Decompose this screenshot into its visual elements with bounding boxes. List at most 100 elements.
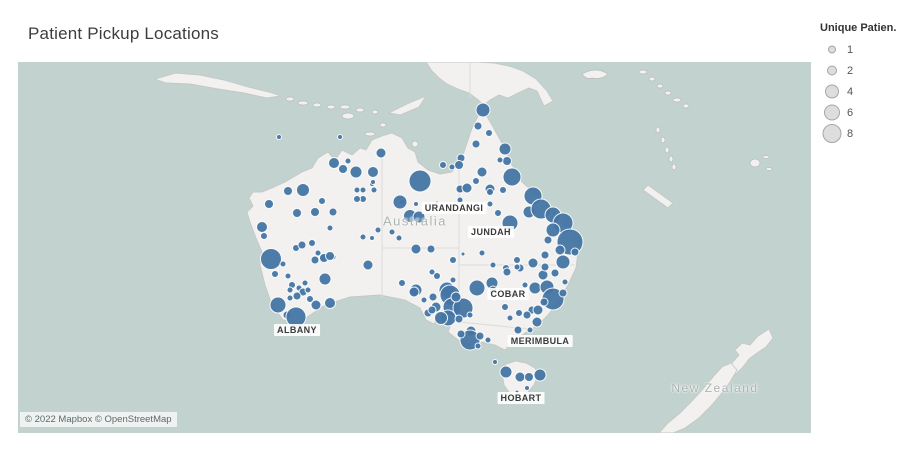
patient-bubble[interactable] — [314, 249, 322, 257]
patient-bubble[interactable] — [476, 166, 488, 178]
patient-bubble[interactable] — [433, 272, 441, 280]
patient-bubble[interactable] — [318, 197, 326, 205]
patient-bubble[interactable] — [555, 254, 571, 270]
patient-bubble[interactable] — [540, 250, 550, 260]
patient-bubble[interactable] — [468, 279, 486, 297]
patient-bubble[interactable] — [485, 129, 493, 137]
patient-bubble[interactable] — [338, 164, 348, 174]
patient-bubble[interactable] — [369, 235, 375, 241]
patient-bubble[interactable] — [292, 291, 302, 301]
patient-bubble[interactable] — [545, 222, 561, 238]
patient-bubble[interactable] — [427, 305, 437, 315]
patient-bubble[interactable] — [428, 292, 438, 302]
patient-bubble[interactable] — [473, 121, 483, 131]
patient-bubble[interactable] — [515, 309, 523, 317]
patient-bubble[interactable] — [264, 199, 274, 209]
patient-bubble[interactable] — [533, 368, 547, 382]
patient-bubble[interactable] — [524, 385, 530, 391]
patient-bubble[interactable] — [489, 261, 497, 269]
patient-bubble[interactable] — [460, 251, 466, 257]
patient-bubble[interactable] — [426, 244, 436, 254]
patient-bubble[interactable] — [412, 210, 426, 224]
patient-bubble[interactable] — [324, 297, 336, 309]
patient-bubble[interactable] — [454, 314, 464, 324]
patient-bubble[interactable] — [449, 256, 457, 264]
patient-bubble[interactable] — [367, 166, 379, 178]
legend-item-8[interactable]: 8 — [820, 123, 898, 144]
patient-bubble[interactable] — [301, 279, 309, 287]
patient-bubble[interactable] — [558, 288, 568, 298]
patient-bubble[interactable] — [513, 263, 521, 271]
patient-bubble[interactable] — [328, 207, 338, 217]
patient-bubble[interactable] — [395, 234, 403, 242]
patient-bubble[interactable] — [310, 207, 320, 217]
patient-bubble[interactable] — [260, 232, 268, 240]
patient-bubble[interactable] — [492, 359, 498, 365]
map-attribution[interactable]: © 2022 Mapbox © OpenStreetMap — [20, 412, 177, 427]
patient-bubble[interactable] — [410, 243, 422, 255]
patient-bubble[interactable] — [499, 365, 513, 379]
patient-bubble[interactable] — [398, 279, 406, 287]
patient-bubble[interactable] — [310, 255, 320, 265]
patient-bubble[interactable] — [539, 297, 549, 307]
map-svg[interactable] — [18, 62, 811, 433]
patient-bubble[interactable] — [370, 186, 378, 194]
patient-bubble[interactable] — [528, 281, 542, 295]
patient-bubble[interactable] — [475, 102, 491, 118]
patient-bubble[interactable] — [284, 272, 292, 280]
patient-bubble[interactable] — [561, 278, 569, 286]
patient-bubble[interactable] — [513, 325, 523, 335]
patient-bubble[interactable] — [296, 183, 310, 197]
patient-bubble[interactable] — [471, 139, 481, 149]
patient-bubble[interactable] — [286, 286, 294, 294]
patient-bubble[interactable] — [502, 167, 522, 187]
patient-bubble[interactable] — [502, 267, 512, 277]
patient-bubble[interactable] — [461, 182, 473, 194]
legend-item-6[interactable]: 6 — [820, 102, 898, 123]
patient-bubble[interactable] — [269, 296, 287, 314]
patient-bubble[interactable] — [408, 169, 432, 193]
patient-bubble[interactable] — [472, 177, 480, 185]
patient-bubble[interactable] — [570, 247, 580, 257]
patient-bubble[interactable] — [353, 186, 361, 194]
patient-bubble[interactable] — [513, 256, 521, 264]
legend-item-2[interactable]: 2 — [820, 60, 898, 81]
patient-bubble[interactable] — [304, 286, 312, 294]
patient-bubble[interactable] — [478, 249, 486, 257]
patient-bubble[interactable] — [475, 331, 485, 341]
patient-bubble[interactable] — [486, 200, 494, 208]
patient-bubble[interactable] — [531, 316, 543, 328]
patient-bubble[interactable] — [550, 268, 560, 278]
patient-bubble[interactable] — [420, 296, 428, 304]
patient-bubble[interactable] — [328, 157, 340, 169]
patient-bubble[interactable] — [484, 336, 492, 344]
patient-bubble[interactable] — [448, 163, 456, 171]
patient-bubble[interactable] — [276, 134, 282, 140]
patient-bubble[interactable] — [318, 272, 332, 286]
patient-bubble[interactable] — [353, 195, 361, 203]
patient-bubble[interactable] — [325, 251, 335, 261]
patient-bubble[interactable] — [283, 186, 293, 196]
patient-bubble[interactable] — [537, 269, 549, 281]
patient-bubble[interactable] — [532, 304, 544, 316]
patient-bubble[interactable] — [494, 209, 502, 217]
size-legend[interactable]: Unique Patien. 1 2 4 6 8 — [820, 22, 898, 144]
patient-bubble[interactable] — [522, 310, 532, 320]
patient-bubble[interactable] — [428, 268, 436, 276]
patient-bubble[interactable] — [375, 147, 387, 159]
patient-bubble[interactable] — [554, 244, 566, 256]
patient-bubble[interactable] — [502, 156, 512, 166]
patient-bubble[interactable] — [310, 299, 322, 311]
patient-bubble[interactable] — [526, 326, 534, 334]
bubble-layer[interactable] — [256, 102, 584, 395]
patient-bubble[interactable] — [308, 239, 316, 247]
patient-bubble[interactable] — [450, 291, 462, 303]
patient-bubble[interactable] — [286, 294, 294, 302]
patient-bubble[interactable] — [326, 224, 334, 232]
patient-bubble[interactable] — [524, 372, 534, 382]
patient-bubble[interactable] — [466, 311, 474, 319]
patient-bubble[interactable] — [362, 259, 374, 271]
patient-bubble[interactable] — [292, 208, 302, 218]
patient-bubble[interactable] — [499, 186, 507, 194]
map-canvas[interactable]: Australia New Zealand URANDANGI JUNDAH COBAR… — [18, 62, 811, 433]
